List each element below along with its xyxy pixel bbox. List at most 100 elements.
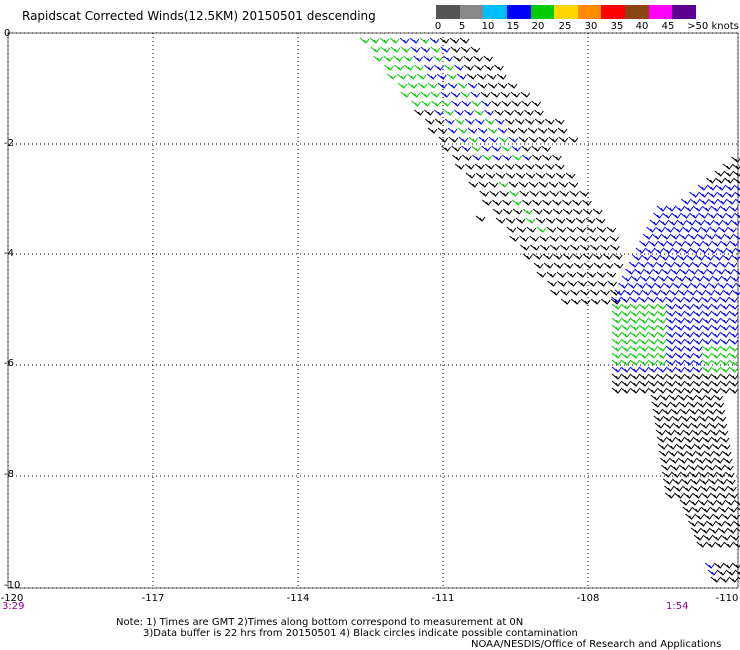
wind-barb xyxy=(638,352,649,359)
wind-barb xyxy=(706,520,716,527)
wind-barb xyxy=(721,450,732,457)
wind-barb xyxy=(629,387,640,394)
wind-barb xyxy=(461,100,471,107)
wind-barb xyxy=(685,513,695,520)
scale-label-0: 0 xyxy=(434,21,442,32)
wind-barb xyxy=(702,534,713,541)
wind-barb xyxy=(732,541,740,548)
wind-barb xyxy=(508,136,519,143)
wind-barb xyxy=(674,345,685,352)
wind-barb xyxy=(731,562,740,569)
wind-barb xyxy=(682,261,693,268)
wind-barb xyxy=(692,345,703,352)
wind-barb xyxy=(725,212,735,219)
wind-barb xyxy=(692,380,703,387)
wind-barb xyxy=(620,331,631,338)
wind-barb xyxy=(729,275,740,282)
wind-barb xyxy=(648,240,658,247)
wind-barb xyxy=(701,303,712,310)
wind-barb xyxy=(706,177,716,184)
wind-barb xyxy=(430,91,441,98)
wind-barb xyxy=(714,233,725,240)
wind-barb xyxy=(507,82,518,89)
wind-barb xyxy=(620,296,630,303)
wind-barb xyxy=(692,373,703,380)
wind-barb xyxy=(708,527,719,534)
wind-barb xyxy=(459,37,470,44)
wind-barb xyxy=(492,154,502,161)
wind-barb xyxy=(562,199,572,206)
wind-barb xyxy=(508,181,519,188)
wind-barb xyxy=(686,289,697,296)
wind-barb xyxy=(712,450,723,457)
wind-barb xyxy=(496,73,507,80)
wind-barb xyxy=(606,271,617,278)
wind-barb xyxy=(359,37,370,44)
wind-barb xyxy=(710,303,721,310)
wind-barb xyxy=(682,429,693,436)
wind-barb xyxy=(475,172,486,179)
wind-barb xyxy=(611,338,622,345)
wind-barb xyxy=(491,100,501,107)
wind-barb xyxy=(700,261,711,268)
wind-barb xyxy=(542,199,552,206)
wind-barb xyxy=(736,506,740,511)
wind-barb xyxy=(692,387,703,394)
wind-barb xyxy=(724,471,735,478)
wind-barb xyxy=(671,247,682,254)
wind-barb xyxy=(683,387,694,394)
scale-swatch-7 xyxy=(601,5,626,19)
wind-barb xyxy=(681,282,691,289)
wind-barb xyxy=(733,499,740,506)
wind-barb xyxy=(487,127,498,134)
wind-barb xyxy=(638,373,649,380)
wind-barb xyxy=(481,145,491,152)
wind-barb xyxy=(478,181,489,188)
wind-barb xyxy=(474,109,484,116)
wind-barb xyxy=(491,145,501,152)
wind-barb xyxy=(552,208,563,215)
wind-barb xyxy=(515,172,526,179)
wind-barb xyxy=(550,289,560,296)
wind-barb xyxy=(692,303,703,310)
wind-barb xyxy=(586,271,597,278)
wind-barb xyxy=(647,338,658,345)
wind-barb xyxy=(537,127,548,134)
wind-barb xyxy=(611,324,622,331)
wind-barb xyxy=(690,422,701,429)
wind-barb xyxy=(674,373,685,380)
wind-barb xyxy=(451,100,461,107)
wind-barb xyxy=(727,485,737,492)
wind-barb xyxy=(694,450,705,457)
wind-barb xyxy=(529,235,539,242)
wind-barb xyxy=(611,303,622,310)
wind-barb xyxy=(516,226,527,233)
wind-barb xyxy=(665,366,676,373)
wind-barb xyxy=(710,380,721,387)
wind-barb xyxy=(683,359,694,366)
wind-barb xyxy=(466,73,477,80)
scale-swatch-2 xyxy=(483,5,507,19)
wind-barb xyxy=(728,303,739,310)
wind-barb xyxy=(707,198,718,205)
wind-barb xyxy=(665,373,676,380)
wind-barb xyxy=(710,373,721,380)
wind-barb xyxy=(662,415,673,422)
wind-barb xyxy=(728,338,739,345)
wind-barb xyxy=(504,118,515,125)
scale-swatch-8 xyxy=(625,5,649,19)
wind-barb xyxy=(629,331,640,338)
wind-barb xyxy=(727,506,738,513)
wind-barb xyxy=(550,244,560,251)
wind-barb xyxy=(728,205,739,212)
wind-barb xyxy=(683,492,693,499)
wind-barb xyxy=(586,226,597,233)
scale-label-9: 45 xyxy=(661,21,675,32)
wind-barb xyxy=(647,387,658,394)
wind-barb xyxy=(429,37,440,44)
wind-barb xyxy=(679,499,690,506)
wind-barb xyxy=(674,296,684,303)
wind-barb xyxy=(484,64,494,71)
wind-barb xyxy=(692,366,703,373)
wind-barb xyxy=(703,450,714,457)
